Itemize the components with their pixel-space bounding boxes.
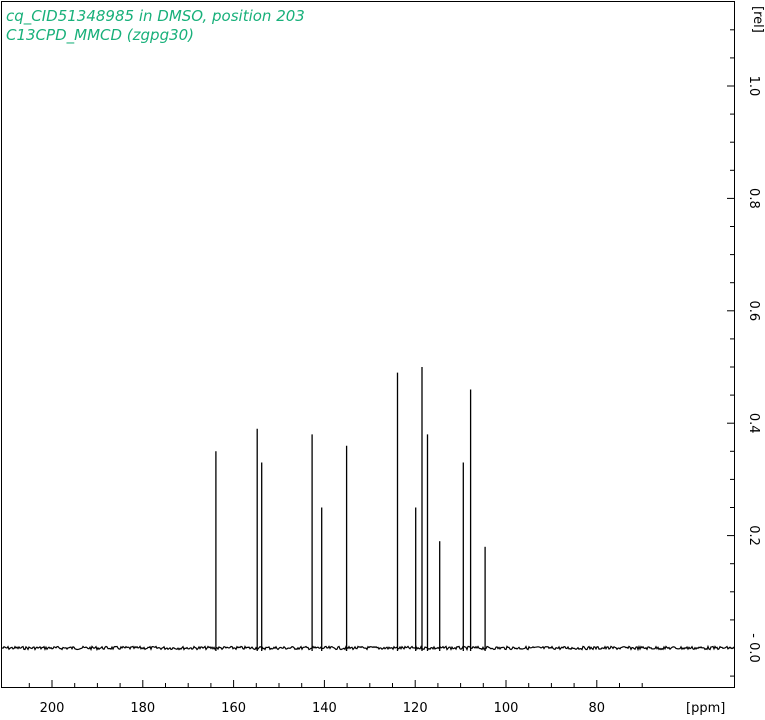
x-tick-label: 180	[130, 701, 155, 716]
y-tick-label: 1.0	[746, 76, 761, 97]
baseline-noise	[1, 644, 736, 652]
title-line-1: cq_CID51348985 in DMSO, position 203	[6, 7, 305, 26]
title-line-2: C13CPD_MMCD (zgpg30)	[6, 26, 194, 45]
x-axis-unit: [ppm]	[686, 701, 725, 716]
y-tick-label: 0.2	[746, 525, 761, 546]
y-axis-unit: [rel]	[750, 6, 765, 33]
x-tick-label: 140	[312, 701, 337, 716]
x-tick-label: 160	[221, 701, 246, 716]
x-axis: 200 180 160 140 120 100 80	[28, 680, 643, 716]
x-tick-label: 200	[40, 701, 65, 716]
x-tick-label: 80	[589, 701, 606, 716]
peaks	[215, 367, 486, 651]
y-axis: - 0.0 0.2 0.4 0.6 0.8 1.0	[727, 29, 761, 677]
y-tick-label: 0.8	[746, 188, 761, 209]
plot-frame	[1, 1, 735, 688]
y-tick-label: - 0.0	[746, 633, 761, 663]
y-tick-label: 0.6	[746, 300, 761, 321]
spectrum-title: cq_CID51348985 in DMSO, position 203 C13…	[6, 7, 305, 45]
x-tick-label: 100	[494, 701, 519, 716]
x-tick-label: 120	[403, 701, 428, 716]
y-tick-label: 0.4	[746, 413, 761, 434]
baseline-trace	[1, 644, 736, 652]
